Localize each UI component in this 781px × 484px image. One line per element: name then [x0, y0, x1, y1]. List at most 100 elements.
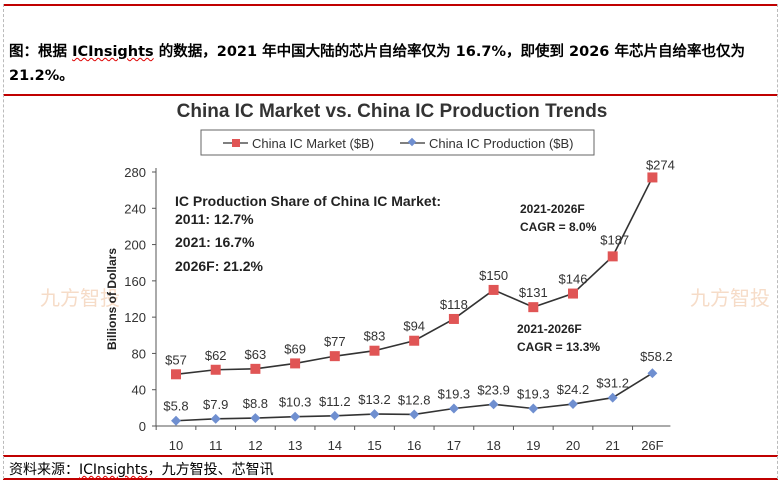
data-label: $69 — [284, 341, 306, 356]
legend — [200, 129, 595, 156]
data-point-market — [528, 302, 539, 313]
data-label: $8.8 — [243, 396, 268, 411]
data-point-production — [290, 411, 301, 422]
data-point-production — [448, 403, 459, 414]
x-tick-label: 14 — [328, 438, 342, 453]
source-note: 资料来源：ICInsights，九方智投、芯智讯 — [9, 459, 274, 479]
x-tick-label: 20 — [566, 438, 580, 453]
annotation-market-cagr: CAGR = 8.0% — [520, 220, 597, 234]
y-tick-label: 200 — [124, 238, 146, 253]
caption-link: ICInsights — [72, 44, 154, 60]
data-label: $19.3 — [517, 386, 550, 401]
caption-text: 的数据，2021 年中国大陆的芯片自给率仅为 16.7%，即使到 2026 年芯… — [9, 44, 745, 84]
data-label: $63 — [245, 347, 267, 362]
data-label: $118 — [440, 297, 468, 312]
source-link: ICInsights — [79, 462, 148, 478]
data-label: $274 — [646, 157, 675, 172]
y-axis-label: Billions of Dollars — [105, 248, 119, 350]
data-point-production — [210, 413, 221, 424]
data-point-production — [528, 403, 539, 414]
divider — [3, 94, 778, 96]
data-label: $11.2 — [319, 394, 351, 409]
data-label: $94 — [403, 319, 425, 334]
data-point-market — [329, 351, 340, 362]
annotation-share-line: 2021: 16.7% — [175, 234, 255, 250]
divider — [3, 4, 778, 6]
divider — [3, 478, 778, 480]
data-label: $7.9 — [203, 397, 228, 412]
watermark: 九方智投 — [40, 287, 120, 310]
y-tick-label: 120 — [124, 310, 146, 325]
data-point-production — [369, 409, 380, 419]
data-label: $5.8 — [163, 399, 188, 414]
x-tick-label: 15 — [367, 438, 381, 453]
data-point-production — [607, 392, 618, 403]
data-label: $19.3 — [438, 386, 471, 401]
data-label: $10.3 — [279, 395, 312, 410]
data-point-market — [568, 288, 578, 299]
figure-caption: 图：根据 ICInsights 的数据，2021 年中国大陆的芯片自给率仅为 1… — [9, 40, 774, 88]
x-tick-label: 18 — [486, 438, 500, 453]
annotation-production-cagr: 2021-2026F — [517, 322, 582, 336]
x-tick-label: 19 — [526, 438, 540, 453]
annotation-share-line: 2011: 12.7% — [175, 211, 254, 227]
data-label: $146 — [559, 272, 588, 287]
legend-marker-market — [232, 139, 240, 147]
x-tick-label: 16 — [407, 438, 421, 453]
data-point-production — [250, 413, 261, 423]
annotation-market-cagr: 2021-2026F — [520, 202, 585, 216]
y-tick-label: 280 — [124, 165, 146, 180]
data-label: $13.2 — [358, 392, 391, 407]
data-point-production — [568, 399, 578, 409]
x-tick-label: 11 — [209, 438, 223, 453]
x-tick-label: 10 — [169, 438, 183, 453]
data-label: $131 — [519, 285, 548, 300]
data-label: $187 — [600, 232, 629, 247]
data-label: $31.2 — [596, 376, 629, 391]
x-tick-label: 17 — [447, 438, 461, 453]
data-point-production — [488, 399, 499, 410]
data-label: $24.2 — [557, 382, 590, 397]
y-tick-label: 0 — [139, 419, 146, 434]
data-point-market — [290, 358, 301, 369]
legend-label-market: China IC Market ($B) — [252, 136, 374, 151]
data-point-market — [448, 313, 459, 324]
annotation-share-title: IC Production Share of China IC Market: — [175, 193, 441, 209]
watermark: 九方智投 — [690, 287, 770, 310]
data-label: $58.2 — [640, 349, 673, 364]
data-label: $77 — [324, 334, 346, 349]
caption-text: 图：根据 — [9, 44, 73, 60]
data-label: $57 — [165, 352, 187, 367]
data-point-production — [329, 410, 340, 421]
annotation-share-line: 2026F: 21.2% — [175, 258, 263, 274]
data-label: $83 — [364, 329, 386, 344]
data-label: $12.8 — [398, 392, 431, 407]
divider — [3, 455, 778, 457]
y-tick-label: 240 — [124, 201, 146, 216]
data-point-market — [369, 345, 380, 356]
source-text: 资料来源： — [9, 462, 79, 478]
x-tick-label: 12 — [248, 438, 262, 453]
legend-label-production: China IC Production ($B) — [429, 136, 574, 151]
annotation-production-cagr: CAGR = 13.3% — [517, 340, 600, 354]
x-tick-label: 13 — [288, 438, 302, 453]
data-point-market — [171, 369, 181, 380]
chart-title: China IC Market vs. China IC Production … — [177, 101, 608, 122]
y-tick-label: 40 — [132, 383, 146, 398]
data-point-market — [607, 251, 618, 262]
data-point-market — [647, 172, 658, 183]
data-point-production — [409, 409, 420, 420]
data-label: $23.9 — [477, 382, 510, 397]
y-tick-label: 160 — [124, 274, 146, 289]
source-text: ，九方智投、芯智讯 — [147, 462, 274, 478]
x-tick-label: 21 — [605, 438, 619, 453]
data-point-production — [647, 368, 658, 379]
data-point-market — [488, 284, 499, 295]
border — [3, 4, 4, 479]
data-point-market — [250, 363, 261, 374]
y-tick-label: 80 — [132, 346, 146, 361]
legend-marker-production — [407, 137, 417, 147]
x-tick-label: 26F — [641, 438, 663, 453]
